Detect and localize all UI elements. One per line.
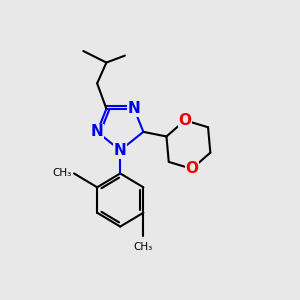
Text: O: O <box>178 113 191 128</box>
Text: N: N <box>91 124 103 140</box>
Text: CH₃: CH₃ <box>52 168 72 178</box>
Text: N: N <box>114 143 127 158</box>
Text: O: O <box>185 161 198 176</box>
Text: N: N <box>128 101 140 116</box>
Text: CH₃: CH₃ <box>134 242 153 252</box>
